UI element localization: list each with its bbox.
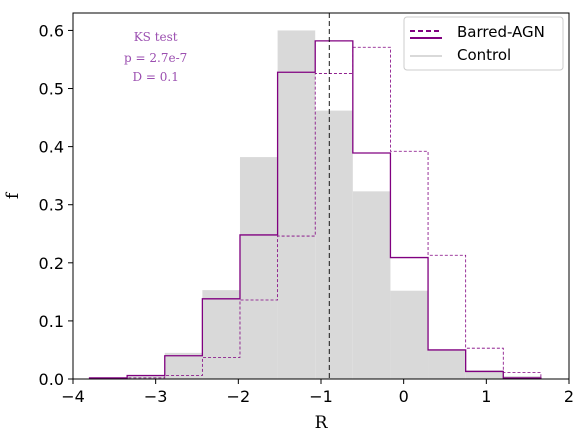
x-tick-label: −2 [227,387,251,406]
control-bars [89,30,541,380]
y-tick-label: 0.1 [39,312,64,331]
axis-ticks: −4 −3 −2 −1 0 1 2 0.0 0.1 0.2 0.3 0.4 0.5 0.6 [39,21,575,406]
legend-box [403,16,564,71]
y-tick-label: 0.0 [39,370,64,389]
x-tick-label: 2 [564,387,574,406]
control-bar [465,370,504,379]
control-bar [164,352,203,379]
legend: Barred-AGN Control [403,16,564,71]
control-bar [428,349,466,379]
x-tick-label: 0 [399,387,409,406]
x-tick-label: 1 [481,387,491,406]
x-axis-label: R [315,413,329,433]
legend-label-agn: Barred-AGN [457,23,545,41]
y-tick-label: 0.2 [39,254,64,273]
annotation-line-2: p = 2.7e-7 [124,51,187,65]
control-bar [315,110,353,379]
agn-dashed-step [89,46,542,380]
control-bar [202,290,240,379]
control-bar [390,290,429,379]
x-tick-label: −1 [309,387,333,406]
y-tick-label: 0.4 [39,138,64,157]
control-bar [277,30,316,380]
x-tick-label: −4 [61,387,85,406]
y-axis-label: f [3,191,23,199]
control-bar [352,191,391,379]
y-tick-label: 0.5 [39,80,64,99]
y-tick-label: 0.3 [39,196,64,215]
agn-dashed-step-line [89,46,542,380]
legend-label-control: Control [457,46,511,64]
x-tick-label: −3 [144,387,168,406]
agn-solid-step [88,40,542,379]
y-tick-label: 0.6 [39,21,64,40]
agn-solid-step-line [88,40,542,379]
control-bar [127,375,165,379]
ks-annotation: KS test p = 2.7e-7 D = 0.1 [124,30,187,84]
annotation-line-3: D = 0.1 [132,70,178,84]
annotation-line-1: KS test [134,30,178,44]
control-bar [239,157,278,379]
